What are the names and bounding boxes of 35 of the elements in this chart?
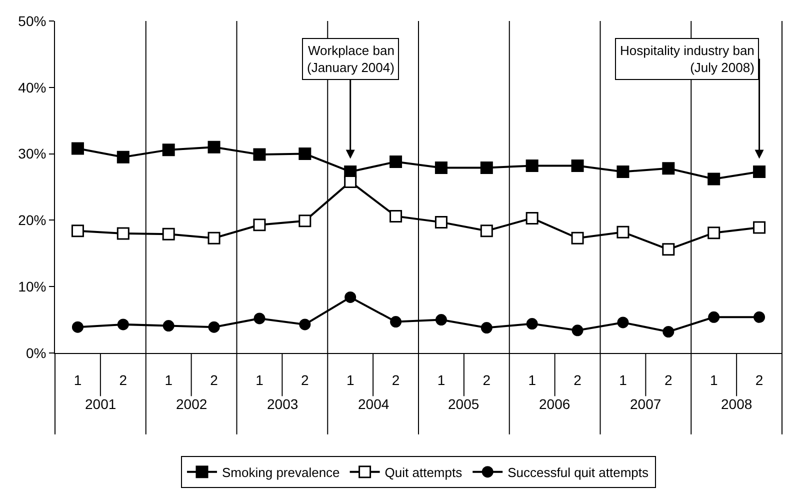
- text: 2004: [358, 396, 390, 412]
- x-tick-label: 1: [74, 372, 82, 388]
- text: 2008: [721, 396, 752, 412]
- x-tick-label: 2: [664, 372, 673, 388]
- y-tick-label: 50%: [18, 12, 46, 29]
- y-tick-label: 10%: [18, 278, 46, 294]
- y-tick-label: 30%: [18, 146, 46, 162]
- x-tick-label: 1: [528, 372, 536, 388]
- x-tick-label: 2: [301, 372, 310, 388]
- text: 2007: [630, 396, 662, 412]
- x-tick-label: 2: [210, 372, 218, 388]
- x-tick-label: 1: [437, 372, 446, 388]
- y-tick-label: 0%: [26, 344, 46, 361]
- x-tick-label: 1: [164, 372, 173, 388]
- text: 2002: [176, 396, 208, 412]
- x-tick-label: 1: [710, 372, 718, 388]
- legend-label: Quit attempts: [384, 464, 463, 480]
- x-tick-label: 2: [482, 372, 491, 388]
- text: 2006: [539, 396, 570, 412]
- x-tick-label: 2: [119, 372, 128, 388]
- legend-label: Successful quit attempts: [508, 464, 650, 480]
- x-tick-label: 2: [755, 372, 764, 388]
- text: 2001: [85, 396, 116, 412]
- x-tick-label: 1: [256, 372, 264, 388]
- x-tick-label: 2: [574, 372, 582, 388]
- annotation: Hospitality industry ban (July 2008): [620, 43, 754, 75]
- y-tick-label: 20%: [18, 212, 46, 228]
- x-tick-label: 1: [346, 372, 354, 388]
- x-tick-label: 1: [619, 372, 628, 388]
- x-tick-label: 2: [392, 372, 400, 388]
- text: 2005: [448, 396, 480, 412]
- y-tick-label: 40%: [18, 79, 46, 96]
- text: 2003: [267, 396, 298, 412]
- annotation: Workplace ban (January 2004): [307, 43, 394, 75]
- legend-label: Smoking prevalence: [222, 464, 340, 480]
